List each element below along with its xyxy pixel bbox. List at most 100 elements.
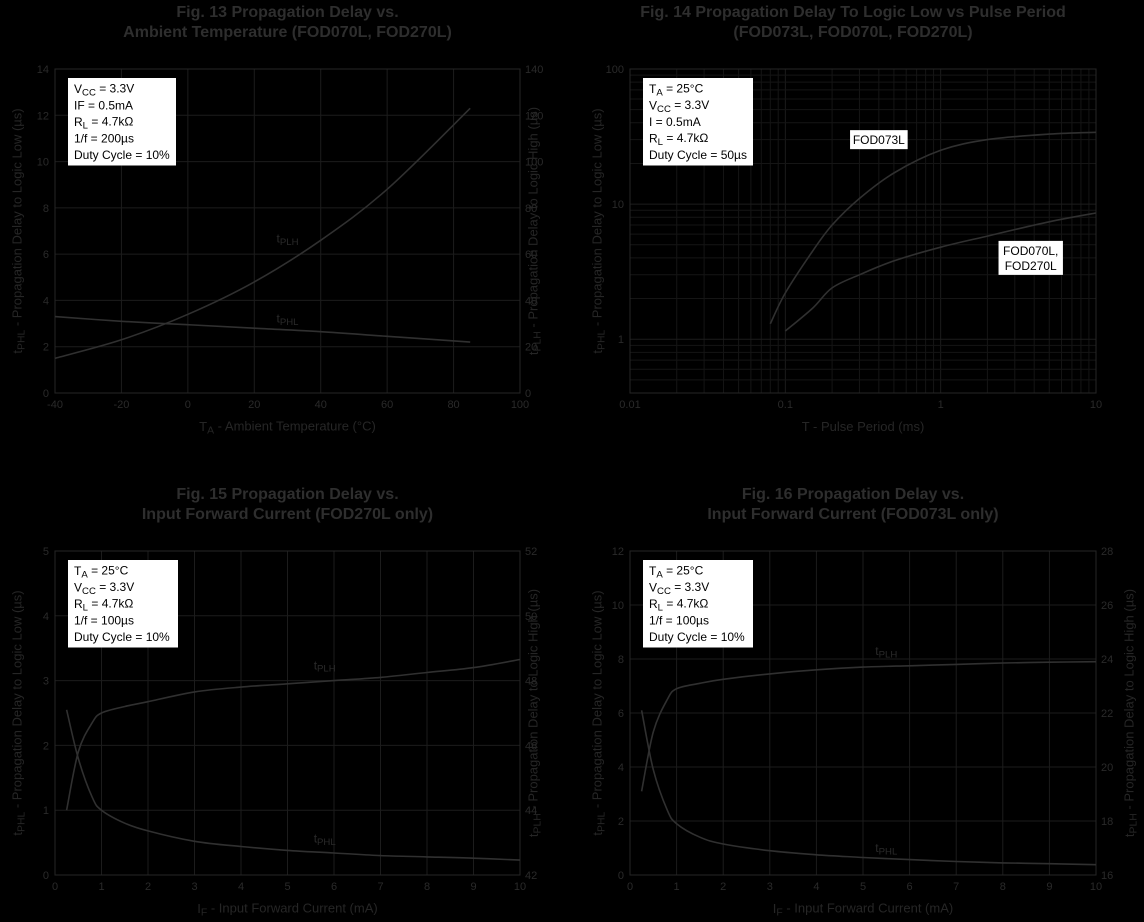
- condition-line: VCC = 3.3V: [649, 98, 709, 115]
- x-axis-label: IF - Input Forward Current (mA): [197, 900, 377, 918]
- condition-line: TA = 25°C: [649, 81, 704, 98]
- series-line-fod070l-fod270l: [784, 212, 1097, 332]
- grid: [629, 69, 1096, 394]
- series-line-tplh: [65, 658, 521, 811]
- y2-tick-label: 52: [525, 546, 537, 558]
- series-line-tphl: [640, 710, 1097, 866]
- x-axis-label: IF - Input Forward Current (mA): [773, 900, 953, 918]
- chart-fig15: Fig. 15 Propagation Delay vs. Input Forwa…: [9, 486, 543, 919]
- series-label-text: FOD270L: [1005, 259, 1057, 273]
- series-label-tplh: tPLH: [314, 658, 336, 674]
- series-line-tphl: [65, 709, 521, 861]
- y2-tick-label: 80: [525, 203, 537, 215]
- chart-title-line: (FOD073L, FOD070L, FOD270L): [733, 24, 972, 41]
- x-tick-label: 8: [1000, 881, 1006, 893]
- x-tick-label: 7: [377, 881, 383, 893]
- chart-title-line: Fig. 16 Propagation Delay vs.: [742, 486, 964, 503]
- plot-frame: [629, 550, 1097, 876]
- x-tick-label: 2: [145, 881, 151, 893]
- condition-line: VCC = 3.3V: [74, 81, 134, 98]
- series-label-tplh: tPLH: [875, 644, 897, 660]
- x-tick-label: 4: [813, 881, 819, 893]
- y2-axis-label: tPLH - Propagation Delay to Logic High (…: [1121, 589, 1139, 837]
- y-tick-label: 8: [618, 654, 624, 666]
- conditions-box-bg: [68, 78, 176, 166]
- y2-tick-label: 100: [525, 157, 543, 169]
- condition-line: RL = 4.7kΩ: [649, 131, 708, 148]
- conditions-box-bg: [643, 78, 753, 166]
- series-label-tplh: tPLH: [276, 232, 298, 248]
- series-label-fod073l: FOD073L: [850, 130, 908, 150]
- series-label-text: FOD073L: [853, 133, 905, 147]
- y2-axis-label: tPLH - Propagation Delay to Logic High (…: [525, 107, 543, 355]
- x-tick-label: 10: [1090, 399, 1102, 411]
- condition-line: IF = 0.5mA: [74, 99, 133, 113]
- x-tick-label: 10: [1090, 881, 1102, 893]
- x-tick-label: -20: [113, 399, 129, 411]
- series-label-tphl: tPHL: [276, 311, 299, 327]
- chart-fig16: Fig. 16 Propagation Delay vs. Input Forwa…: [589, 486, 1139, 919]
- x-tick-label: 0: [627, 881, 633, 893]
- x-tick-label: 7: [953, 881, 959, 893]
- x-tick-label: 10: [514, 881, 526, 893]
- y-tick-label: 3: [43, 676, 49, 688]
- y-tick-label: 6: [43, 249, 49, 261]
- series-label-tphl: tPHL: [875, 841, 898, 857]
- y-tick-label: 12: [612, 546, 624, 558]
- chart-title-line: Input Forward Current (FOD270L only): [142, 506, 433, 523]
- y-tick-label: 2: [43, 740, 49, 752]
- x-tick-label: 20: [248, 399, 260, 411]
- y-tick-label: 1: [618, 334, 624, 346]
- y2-tick-label: 20: [525, 342, 537, 354]
- y2-axis-label: tPLH - Propagation Delay to Logic High (…: [525, 589, 543, 837]
- condition-line: RL = 4.7kΩ: [649, 596, 708, 613]
- y-tick-label: 2: [43, 342, 49, 354]
- x-tick-label: 1: [938, 399, 944, 411]
- y-tick-label: 10: [612, 199, 624, 211]
- y-tick-label: 5: [43, 546, 49, 558]
- condition-line: TA = 25°C: [74, 563, 129, 580]
- y-tick-label: 10: [37, 157, 49, 169]
- x-tick-label: 0: [52, 881, 58, 893]
- y-tick-label: 12: [37, 110, 49, 122]
- y2-tick-label: 140: [525, 64, 543, 76]
- y2-tick-label: 44: [525, 805, 537, 817]
- y2-tick-label: 46: [525, 740, 537, 752]
- series-label-box: [998, 240, 1063, 275]
- y-tick-label: 0: [43, 870, 49, 882]
- series-line-fod073l: [769, 131, 1097, 325]
- y-tick-label: 10: [612, 600, 624, 612]
- x-tick-label: 0.1: [778, 399, 793, 411]
- conditions-box-bg: [643, 560, 753, 648]
- condition-line: VCC = 3.3V: [649, 580, 709, 597]
- y2-tick-label: 40: [525, 295, 537, 307]
- x-tick-label: 3: [767, 881, 773, 893]
- x-tick-label: 5: [284, 881, 290, 893]
- chart-title-line: Fig. 15 Propagation Delay vs.: [176, 486, 398, 503]
- condition-line: Duty Cycle = 10%: [74, 148, 170, 162]
- series-label-tphl: tPHL: [314, 832, 337, 848]
- plot-frame: [54, 550, 521, 876]
- y2-tick-label: 22: [1101, 708, 1113, 720]
- condition-line: Duty Cycle = 10%: [649, 630, 745, 644]
- y-axis-label: tPHL - Propagation Delay to Logic Low (µ…: [589, 590, 607, 835]
- x-tick-label: 2: [720, 881, 726, 893]
- y-axis-label: tPHL - Propagation Delay to Logic Low (µ…: [9, 590, 27, 835]
- chart-fig13: Fig. 13 Propagation Delay vs. Ambient Tem…: [9, 4, 543, 437]
- x-tick-label: 9: [470, 881, 476, 893]
- y-tick-label: 8: [43, 203, 49, 215]
- y-axis-label: tPHL - Propagation Delay to Logic Low (µ…: [589, 108, 607, 353]
- x-tick-label: 4: [238, 881, 244, 893]
- chart-title-line: Input Forward Current (FOD073L only): [707, 506, 998, 523]
- x-tick-label: 80: [447, 399, 459, 411]
- series-label-box: [850, 130, 908, 150]
- y-tick-label: 4: [618, 762, 624, 774]
- x-tick-label: 6: [331, 881, 337, 893]
- y2-tick-label: 120: [525, 110, 543, 122]
